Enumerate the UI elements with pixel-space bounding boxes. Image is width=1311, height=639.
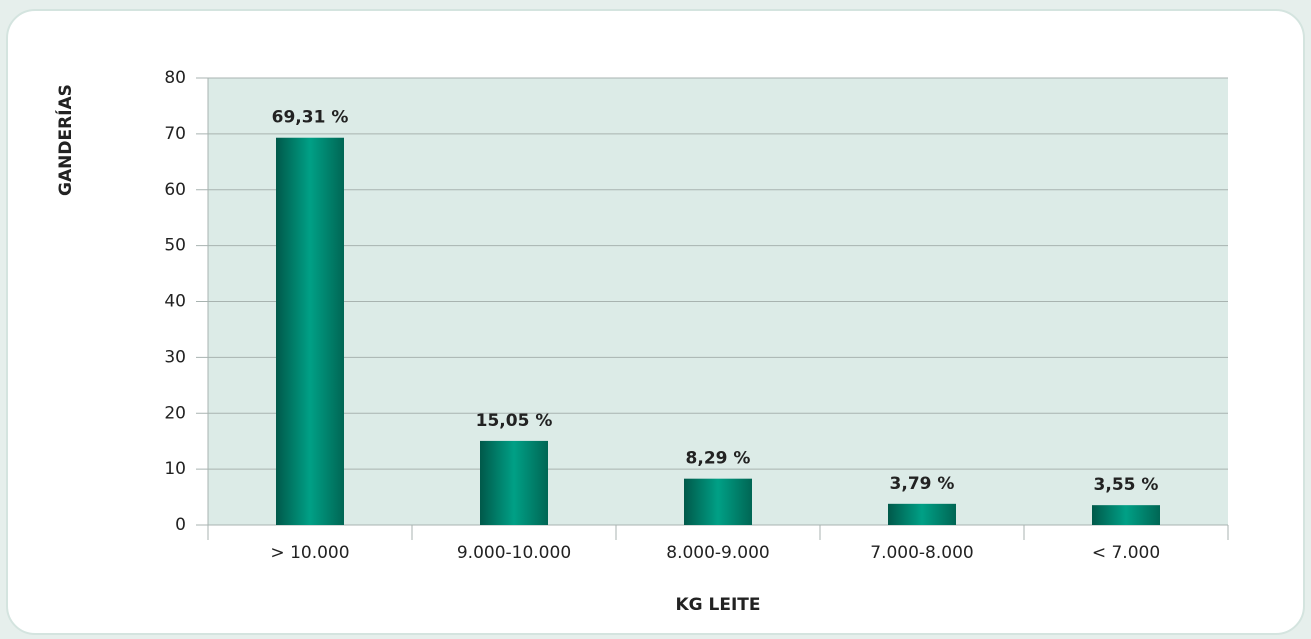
y-tick-label: 10: [164, 459, 186, 479]
y-axis-label: GANDERÍAS: [54, 84, 76, 196]
bar: [888, 503, 956, 525]
y-tick-label: 60: [164, 180, 186, 200]
x-tick-label: 8.000-9.000: [666, 543, 769, 563]
y-tick-label: 50: [164, 236, 186, 256]
x-tick-label: 9.000-10.000: [457, 543, 571, 563]
data-label: 3,55 %: [1094, 475, 1159, 495]
y-tick-label: 20: [164, 403, 186, 423]
x-tick-label: < 7.000: [1092, 543, 1160, 563]
x-axis-label: KG LEITE: [675, 595, 760, 615]
y-tick-label: 70: [164, 124, 186, 144]
bar: [1092, 505, 1160, 525]
x-tick-label: 7.000-8.000: [870, 543, 973, 563]
bar: [276, 137, 344, 525]
data-label: 3,79 %: [890, 474, 955, 494]
data-label: 69,31 %: [272, 108, 349, 128]
y-tick-label: 40: [164, 292, 186, 312]
x-tick-label: > 10.000: [270, 543, 349, 563]
y-tick-label: 80: [164, 68, 186, 88]
y-tick-label: 30: [164, 347, 186, 367]
bar: [684, 478, 752, 525]
data-label: 15,05 %: [476, 411, 553, 431]
bar: [480, 440, 548, 525]
data-label: 8,29 %: [686, 449, 751, 469]
y-tick-label: 0: [175, 515, 186, 535]
